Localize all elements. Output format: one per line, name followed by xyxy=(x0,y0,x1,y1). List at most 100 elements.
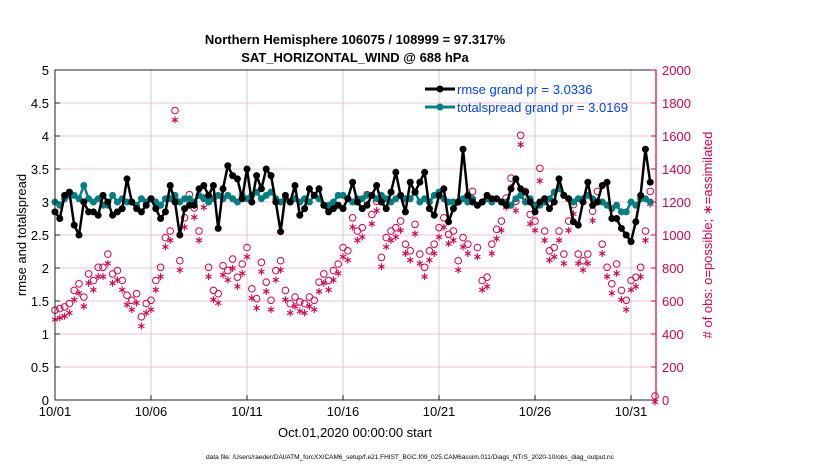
rmse-point xyxy=(123,175,131,183)
obs-assimilated-point xyxy=(613,269,620,277)
rmse-point xyxy=(617,224,625,232)
obs-assimilated-point xyxy=(66,309,73,317)
asterisk-stroke xyxy=(622,307,630,312)
asterisk-stroke xyxy=(411,231,419,236)
obs-possible-point xyxy=(128,296,136,305)
obs-possible-point xyxy=(65,299,74,308)
asterisk-stroke xyxy=(320,280,328,286)
asterisk-stroke xyxy=(205,274,212,279)
rmse-point xyxy=(382,205,390,213)
obs-assimilated-point xyxy=(459,243,467,251)
chart-title: Northern Hemisphere 106075 / 108999 = 97… xyxy=(205,32,506,47)
rmse-point xyxy=(344,195,352,203)
asterisk-stroke xyxy=(282,297,289,302)
rmse-point xyxy=(397,191,405,199)
obs-possible-point xyxy=(329,266,338,275)
x-tick-label: 10/16 xyxy=(327,404,360,419)
rmse-point xyxy=(454,198,462,206)
rmse-point xyxy=(464,191,472,199)
asterisk-stroke xyxy=(349,224,356,230)
asterisk-stroke xyxy=(474,254,481,260)
obs-assimilated-point xyxy=(373,207,380,215)
rmse-point xyxy=(310,191,318,199)
obs-assimilated-point xyxy=(493,235,500,243)
obs-possible-point xyxy=(75,280,83,288)
asterisk-stroke xyxy=(637,274,644,279)
rmse-point xyxy=(531,208,539,216)
obs-assimilated-point xyxy=(123,301,131,309)
series-lines xyxy=(51,145,654,246)
y-tick-label: 1.5 xyxy=(31,294,49,309)
rmse-point xyxy=(608,215,616,222)
asterisk-stroke xyxy=(488,251,496,256)
asterisk-stroke xyxy=(315,289,323,294)
asterisk-stroke xyxy=(70,297,78,302)
y-tick-label: 2.5 xyxy=(31,228,49,243)
spread-point xyxy=(123,198,131,206)
asterisk-stroke xyxy=(171,117,179,123)
asterisk-stroke xyxy=(286,310,294,316)
rmse-point xyxy=(349,178,357,186)
obs-possible-point xyxy=(420,263,429,272)
asterisk-stroke xyxy=(85,280,92,286)
obs-assimilated-point xyxy=(330,276,337,284)
obs-assimilated-point xyxy=(406,256,414,264)
rmse-point xyxy=(440,185,448,193)
rmse-point xyxy=(118,205,126,213)
obs-assimilated-point xyxy=(344,256,352,264)
obs-possible-point xyxy=(488,240,496,248)
obs-possible-point xyxy=(104,250,112,258)
obs-assimilated-point xyxy=(267,306,275,314)
obs-assimilated-point xyxy=(301,309,308,317)
asterisk-stroke xyxy=(378,264,385,269)
obs-possible-point xyxy=(305,293,314,301)
obs-possible-point xyxy=(449,227,458,235)
obs-assimilated-point xyxy=(176,266,184,274)
asterisk-stroke xyxy=(176,267,184,273)
obs-assimilated-point xyxy=(272,276,280,284)
legend: rmse grand pr = 3.0336 totalspread grand… xyxy=(425,82,628,115)
obs-assimilated-point xyxy=(474,253,481,261)
asterisk-stroke xyxy=(584,261,592,266)
obs-possible-point xyxy=(550,243,559,252)
obs-assimilated-point xyxy=(138,322,145,330)
obs-assimilated-point xyxy=(445,240,452,248)
obs-assimilated-point xyxy=(546,256,553,264)
rmse-point xyxy=(137,208,145,216)
obs-possible-point xyxy=(123,291,131,300)
rmse-point xyxy=(555,175,563,183)
obs-assimilated-point xyxy=(416,259,424,267)
obs-assimilated-point xyxy=(550,253,558,261)
asterisk-stroke xyxy=(123,302,131,307)
rmse-point xyxy=(541,195,549,203)
obs-assimilated-point xyxy=(349,223,356,231)
rmse-point xyxy=(224,162,232,170)
y-right-tick-label: 400 xyxy=(662,327,684,342)
obs-possible-point xyxy=(612,260,621,268)
asterisk-stroke xyxy=(651,399,659,405)
obs-assimilated-point xyxy=(368,220,376,228)
asterisk-stroke xyxy=(392,234,400,240)
asterisk-stroke xyxy=(152,287,160,293)
obs-possible-point xyxy=(267,296,275,305)
asterisk-stroke xyxy=(459,244,467,250)
obs-possible-point xyxy=(473,243,482,252)
obs-assimilated-point xyxy=(296,307,304,315)
rmse-point xyxy=(296,211,304,219)
asterisk-stroke xyxy=(301,310,308,316)
rmse-point xyxy=(147,195,155,203)
obs-possible-point xyxy=(396,217,405,225)
obs-assimilated-point xyxy=(354,236,361,244)
asterisk-stroke xyxy=(214,300,222,306)
obs-possible-point xyxy=(646,187,655,196)
asterisk-stroke xyxy=(243,254,251,260)
obs-possible-point xyxy=(195,227,203,235)
rmse-point xyxy=(401,208,409,216)
asterisk-stroke xyxy=(454,267,462,273)
obs-assimilated-point xyxy=(104,259,112,267)
obs-assimilated-point xyxy=(536,177,544,185)
asterisk-stroke xyxy=(550,254,558,260)
obs-possible-point xyxy=(286,299,295,308)
x-tick-label: 10/31 xyxy=(615,404,648,419)
